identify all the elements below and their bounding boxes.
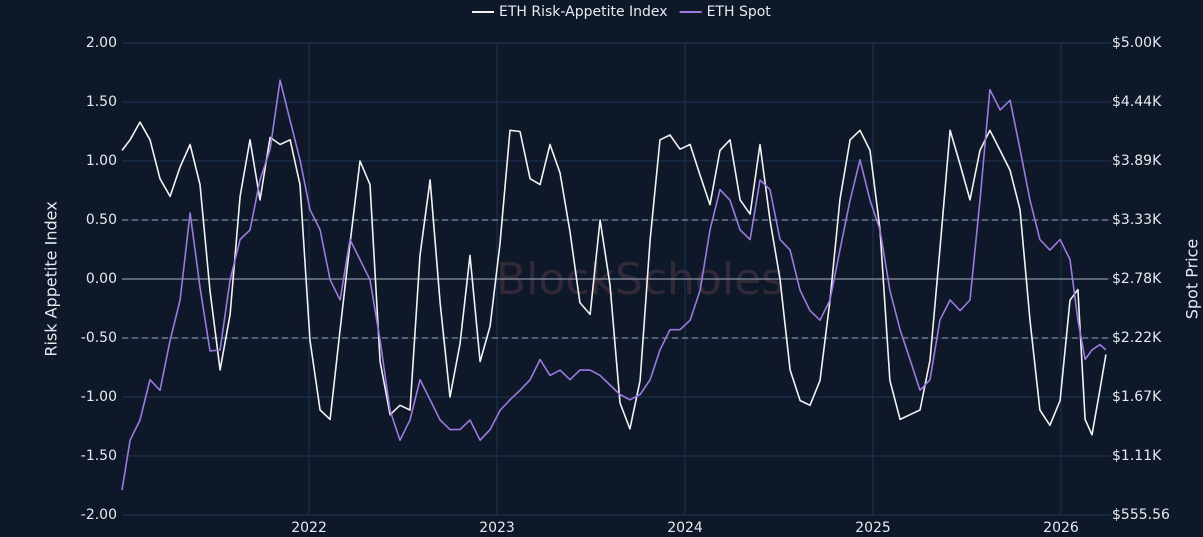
y-tick-label: 0.50 bbox=[86, 212, 117, 228]
y2-tick-label: $2.78K bbox=[1112, 271, 1162, 287]
y2-tick-label: $3.89K bbox=[1112, 153, 1162, 169]
legend-label: ETH Risk-Appetite Index bbox=[499, 4, 668, 20]
x-tick-label: 2025 bbox=[855, 520, 891, 536]
y-tick-label: -2.00 bbox=[81, 507, 117, 523]
x-tick-label: 2024 bbox=[667, 520, 703, 536]
y2-tick-label: $5.00K bbox=[1112, 35, 1162, 51]
y2-axis-label: Spot Price bbox=[1183, 239, 1202, 320]
y2-tick-label: $4.44K bbox=[1112, 94, 1162, 110]
y-tick-label: -1.00 bbox=[81, 389, 117, 405]
x-tick-label: 2023 bbox=[479, 520, 515, 536]
y-axis-label: Risk Appetite Index bbox=[42, 201, 61, 356]
y2-tick-label: $1.67K bbox=[1112, 389, 1162, 405]
legend-label: ETH Spot bbox=[707, 4, 772, 20]
x-tick-label: 2022 bbox=[291, 520, 327, 536]
x-tick-label: 2026 bbox=[1043, 520, 1079, 536]
y2-tick-label: $555.56 bbox=[1112, 507, 1170, 523]
y-tick-label: -0.50 bbox=[81, 330, 117, 346]
y-tick-label: 1.50 bbox=[86, 94, 117, 110]
y2-tick-label: $3.33K bbox=[1112, 212, 1162, 228]
y-tick-label: 1.00 bbox=[86, 153, 117, 169]
y2-tick-label: $1.11K bbox=[1112, 448, 1162, 464]
y-tick-label: 0.00 bbox=[86, 271, 117, 287]
y2-tick-label: $2.22K bbox=[1112, 330, 1162, 346]
y-tick-label: -1.50 bbox=[81, 448, 117, 464]
series-line bbox=[121, 79, 1107, 491]
y-tick-label: 2.00 bbox=[86, 35, 117, 51]
series-line bbox=[121, 121, 1107, 436]
